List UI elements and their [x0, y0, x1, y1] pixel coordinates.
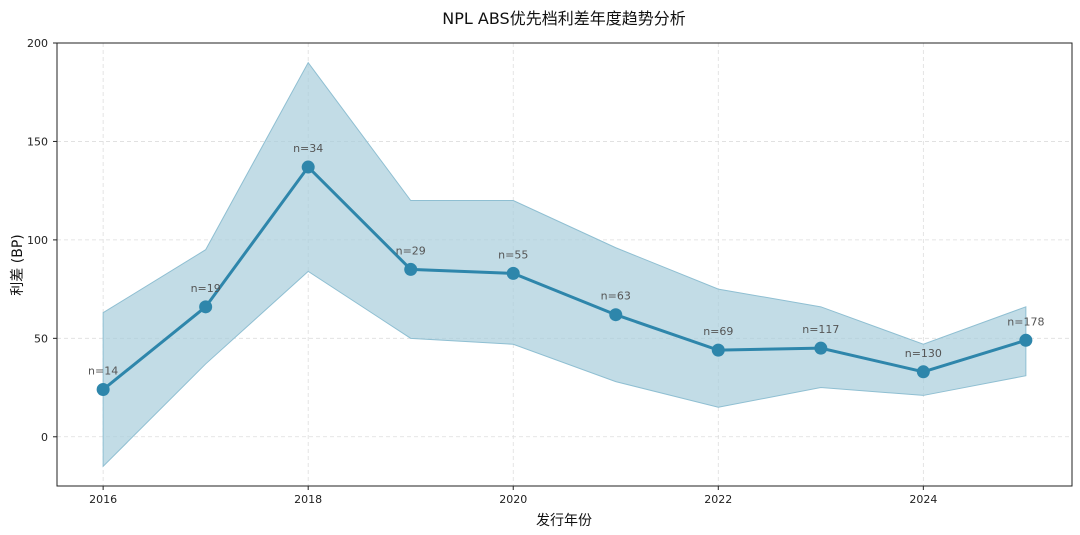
y-tick-label: 100	[27, 234, 48, 247]
range-band	[102, 61, 1027, 468]
sample-size-label: n=34	[293, 142, 323, 155]
data-point	[506, 266, 520, 280]
sample-size-label: n=69	[703, 325, 733, 338]
data-point	[711, 343, 725, 357]
y-tick-layer: 0 50 100 150 200	[27, 37, 57, 444]
plot-frame	[56, 42, 1073, 487]
x-tick-label: 2022	[704, 493, 732, 506]
data-point	[199, 300, 213, 314]
sample-size-label: n=29	[396, 244, 426, 257]
annotation-layer: n=14 n=19 n=34 n=29 n=55 n=63 n=69 n=117 n=130 n=…	[88, 142, 1044, 377]
sample-size-label: n=55	[498, 248, 528, 261]
x-tick-layer: 2016 2018 2020 2022 2024	[89, 486, 937, 506]
sample-size-label: n=117	[802, 323, 839, 336]
data-point	[609, 308, 623, 322]
sample-size-label: n=130	[905, 347, 942, 360]
y-tick-label: 200	[27, 37, 48, 50]
x-axis-label: 发行年份	[536, 513, 592, 529]
sample-size-label: n=19	[191, 282, 221, 295]
data-point	[916, 365, 930, 379]
sample-size-label: n=14	[88, 365, 118, 378]
y-tick-label: 50	[34, 332, 48, 345]
chart-title: NPL ABS优先档利差年度趋势分析	[442, 9, 685, 28]
y-tick-label: 150	[27, 135, 48, 148]
x-tick-label: 2018	[294, 493, 322, 506]
sample-size-label: n=178	[1007, 315, 1044, 328]
line-layer	[102, 164, 1027, 391]
x-tick-label: 2020	[499, 493, 527, 506]
data-point	[96, 383, 110, 397]
y-tick-label: 0	[41, 431, 48, 444]
x-tick-label: 2016	[89, 493, 117, 506]
band-layer	[102, 61, 1027, 468]
data-point	[814, 341, 828, 355]
sample-size-label: n=63	[601, 290, 631, 303]
data-point	[404, 262, 418, 276]
point-layer	[96, 160, 1033, 397]
series-line	[102, 164, 1027, 391]
x-tick-label: 2024	[909, 493, 937, 506]
data-point	[301, 160, 315, 174]
y-axis-label: 利差 (BP)	[10, 234, 26, 295]
data-point	[1019, 333, 1033, 347]
